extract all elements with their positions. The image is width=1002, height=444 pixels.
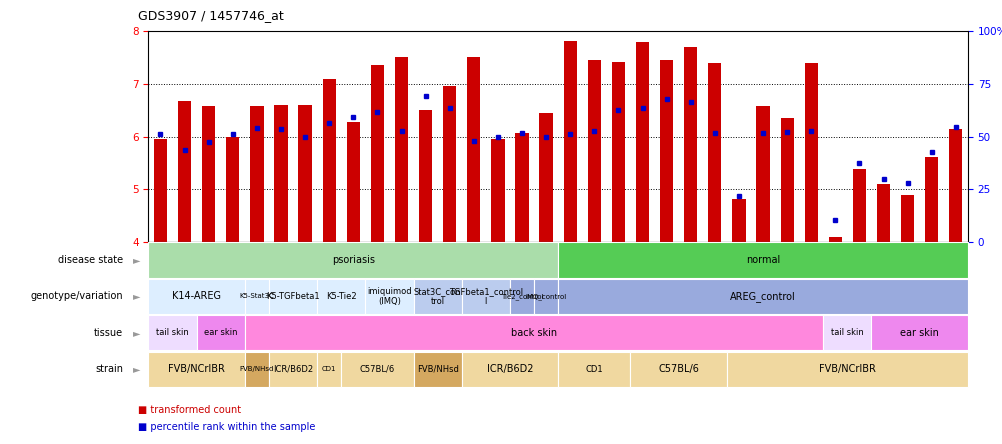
Bar [683,47,696,242]
Text: strain: strain [95,364,123,374]
Text: K14-AREG: K14-AREG [172,291,220,301]
Bar [756,107,769,242]
Bar [852,169,865,242]
Text: disease state: disease state [58,255,123,265]
Bar [707,63,720,242]
Text: imiquimod
(IMQ): imiquimod (IMQ) [367,287,412,306]
Bar [876,184,890,242]
Bar [323,79,336,242]
Bar [395,57,408,242]
Bar [250,107,264,242]
Text: ■ percentile rank within the sample: ■ percentile rank within the sample [138,422,316,432]
Text: FVB/NCrIBR: FVB/NCrIBR [819,364,875,374]
Text: ►: ► [132,328,140,338]
Bar [731,199,744,242]
Bar [371,65,384,242]
Text: K5-TGFbeta1: K5-TGFbeta1 [266,292,320,301]
Text: IMQ_control: IMQ_control [525,293,566,300]
Text: C57BL/6: C57BL/6 [360,365,395,374]
Text: back skin: back skin [510,328,556,338]
Text: ■ transformed count: ■ transformed count [138,405,241,415]
Text: ear skin: ear skin [900,328,938,338]
Bar [780,118,793,242]
Bar [587,60,600,242]
Text: ►: ► [132,255,140,265]
Bar [924,157,938,242]
Bar [299,105,312,242]
Text: CD1: CD1 [322,366,336,372]
Text: K5-Tie2: K5-Tie2 [326,292,357,301]
Bar [515,133,528,242]
Bar [201,107,215,242]
Bar [635,42,648,242]
Text: AREG_control: AREG_control [729,291,796,302]
Text: GDS3907 / 1457746_at: GDS3907 / 1457746_at [138,9,284,22]
Bar [611,62,624,242]
Bar [828,237,841,242]
Text: FVB/NCrIBR: FVB/NCrIBR [168,364,224,374]
Text: FVB/NHsd: FVB/NHsd [416,365,458,374]
Text: psoriasis: psoriasis [332,255,375,265]
Bar [153,139,167,242]
Bar [804,63,817,242]
Bar [900,194,914,242]
Bar [419,110,432,242]
Bar [347,122,360,242]
Bar [225,137,239,242]
Bar [177,101,191,242]
Text: tail skin: tail skin [831,328,863,337]
Text: K5-Stat3C: K5-Stat3C [239,293,274,299]
Text: FVB/NHsd: FVB/NHsd [239,366,274,372]
Text: ►: ► [132,291,140,301]
Text: CD1: CD1 [585,365,602,374]
Bar [491,139,504,242]
Text: normal: normal [745,255,780,265]
Bar [275,105,288,242]
Text: C57BL/6: C57BL/6 [657,364,698,374]
Bar [467,57,480,242]
Text: genotype/variation: genotype/variation [31,291,123,301]
Text: Tie2_control: Tie2_control [500,293,543,300]
Bar [659,60,672,242]
Text: ICR/B6D2: ICR/B6D2 [273,365,313,374]
Text: ►: ► [132,364,140,374]
Text: tissue: tissue [94,328,123,338]
Bar [563,40,576,242]
Text: TGFbeta1_control
l: TGFbeta1_control l [448,287,522,306]
Bar [539,113,552,242]
Bar [443,87,456,242]
Text: tail skin: tail skin [156,328,188,337]
Text: ear skin: ear skin [203,328,237,337]
Text: Stat3C_con
trol: Stat3C_con trol [414,287,461,306]
Text: ICR/B6D2: ICR/B6D2 [486,364,533,374]
Bar [948,129,962,242]
